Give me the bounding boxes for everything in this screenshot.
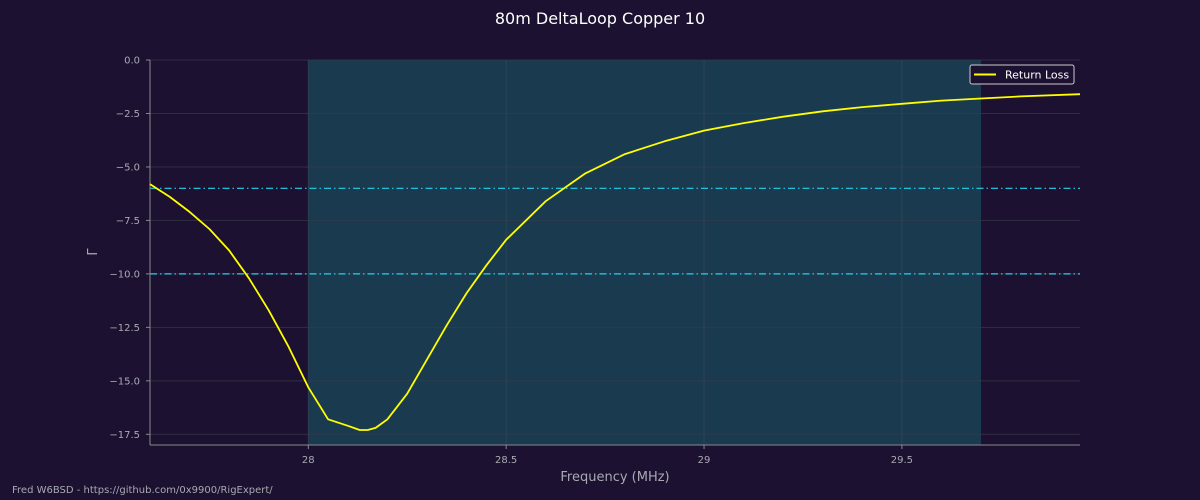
footer-credit: Fred W6BSD - https://github.com/0x9900/R…	[12, 485, 273, 496]
legend-label-return-loss: Return Loss	[1005, 69, 1069, 82]
x-tick-label-0: 28	[302, 455, 315, 466]
chart-title: 80m DeltaLoop Copper 10	[495, 9, 705, 28]
y-tick-label-3: −7.5	[116, 216, 140, 227]
band-highlight	[308, 60, 982, 445]
y-tick-label-4: −10.0	[109, 269, 140, 280]
y-tick-label-0: 0.0	[124, 56, 140, 67]
x-tick-label-2: 29	[698, 455, 711, 466]
y-tick-label-1: −2.5	[116, 109, 140, 120]
y-tick-label-5: −12.5	[109, 323, 140, 334]
y-tick-label-6: −15.0	[109, 376, 140, 387]
y-axis-label: Γ	[86, 248, 101, 256]
y-tick-label-2: −5.0	[116, 162, 140, 173]
x-axis-label: Frequency (MHz)	[560, 470, 669, 485]
legend-box	[969, 64, 1075, 85]
y-tick-label-7: −17.5	[109, 430, 140, 441]
x-tick-label-3: 29.5	[891, 455, 913, 466]
legend: Return Loss	[969, 64, 1075, 85]
x-tick-label-1: 28.5	[495, 455, 517, 466]
series-line-return-loss	[149, 93, 1081, 431]
